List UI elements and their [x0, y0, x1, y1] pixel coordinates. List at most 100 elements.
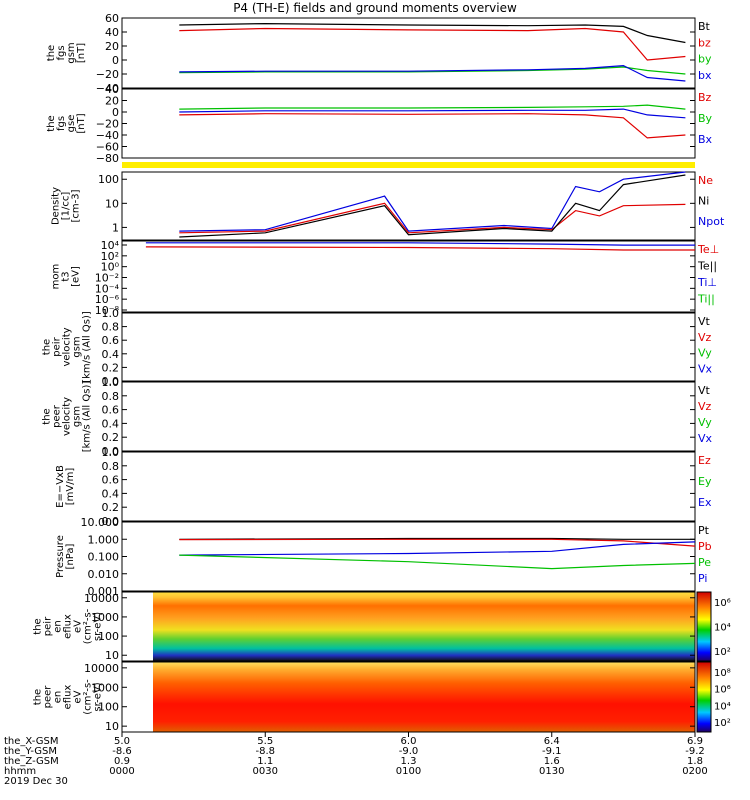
ylabel-line: [1/cc]	[61, 192, 72, 221]
legend-Vt: Vt	[698, 315, 711, 328]
ytick-label: 1	[112, 221, 119, 234]
series-bz-line	[179, 27, 686, 61]
ylabel-line: eflux	[63, 614, 74, 639]
xtick-label-x: 6.0	[401, 736, 417, 747]
series-Ti-line	[145, 242, 695, 246]
colorbar-tick-label: 10⁴	[714, 623, 731, 634]
panel-density: 100 10 1 Density [1/cc] [cm-3] Ne Ni Npot	[51, 171, 725, 241]
colorbar-tick-label: 10²	[714, 718, 731, 729]
fgs_gse-frame	[121, 88, 696, 159]
ytick-label: 0.4	[102, 348, 120, 361]
ytick-label: 40	[105, 26, 119, 39]
legend-Ti: Ti||	[697, 293, 715, 306]
ytick-label: 0.100	[88, 551, 120, 564]
ylabel-line: peir	[52, 336, 63, 356]
ytick-label: 0.4	[102, 487, 120, 500]
legend-Vy: Vy	[698, 416, 712, 429]
ytick-label: 0.0	[102, 445, 120, 458]
ylabel-line: the	[42, 408, 53, 424]
ylabel-line: gsm	[72, 336, 83, 357]
peir_spectrogram-frame	[121, 591, 696, 662]
ytick-label: 1000	[91, 611, 119, 624]
legend-Pb: Pb	[698, 540, 712, 553]
legend-Pi: Pi	[698, 572, 707, 585]
ytick-label: 1000	[91, 681, 119, 694]
ytick-label: −40	[96, 129, 119, 142]
legend-bx: bx	[698, 69, 712, 82]
ylabel-line: en	[53, 620, 64, 633]
ytick-label: 10⁴	[101, 239, 120, 252]
ytick-label: 20	[105, 95, 119, 108]
xtick-label-z: 1.1	[257, 756, 273, 767]
xtick-label-z: 0.9	[114, 756, 130, 767]
panel-peir_spectrogram: 10⁶ 10⁴ 10² 10000 1000 100 10 the peir en eflux eV(…	[33, 591, 731, 662]
series-by-line	[179, 66, 686, 75]
legend-By: By	[698, 112, 713, 125]
colorbar-tick-label: 10²	[714, 647, 731, 658]
colorbar-tick-label: 10⁶	[714, 598, 731, 609]
temperature-frame	[121, 240, 696, 313]
ytick-label: 40	[105, 83, 119, 96]
ylabel-line: sr-eV)	[93, 612, 104, 641]
xtick-label-x: 5.5	[257, 736, 273, 747]
ytick-label: 10⁻⁸	[95, 304, 120, 317]
ytick-label: 0.010	[88, 568, 120, 581]
ytick-label: 10²	[101, 250, 119, 263]
xtick-label-x: 6.4	[544, 736, 560, 747]
ylabel-line: sr-eV)	[93, 682, 104, 711]
ytick-label: 0	[112, 106, 119, 119]
xtick-label-hhmm: 0200	[682, 766, 707, 777]
ytick-label: −20	[96, 68, 119, 81]
fgs_gsm-frame	[121, 17, 696, 89]
xtick-label-z: 1.6	[544, 756, 560, 767]
xtick-label-y: -8.8	[255, 746, 275, 757]
legend-Vx: Vx	[698, 432, 713, 445]
ylabel-line: the	[46, 45, 57, 61]
ytick-label: 10000	[84, 592, 119, 605]
ylabel-line: peer	[52, 404, 63, 428]
page-title: P4 (TH-E) fields and ground moments over…	[233, 1, 517, 15]
ytick-label: 60	[105, 12, 119, 25]
ylabel-line: (cm²-s-	[83, 608, 94, 644]
ytick-label: 100	[98, 173, 119, 186]
ytick-label: 1.0	[102, 376, 120, 389]
ylabel-line: E=−VxB	[55, 465, 66, 508]
ylabel-line: gsm	[66, 42, 77, 63]
xtick-label-hhmm: 0130	[539, 766, 564, 777]
xtick-label-y: -9.1	[542, 746, 562, 757]
legend-Ni: Ni	[698, 195, 709, 208]
colorbar-tick-label: 10⁶	[714, 685, 731, 696]
legend-Npot: Npot	[698, 215, 725, 228]
ytick-label: 0.2	[102, 501, 120, 514]
ylabel-line: [nT]	[76, 43, 87, 63]
ylabel-line: [mV/m]	[65, 468, 76, 506]
ytick-label: 0.6	[102, 474, 120, 487]
ylabel-line: eflux	[63, 685, 74, 710]
ytick-label: 0.4	[102, 417, 120, 430]
time-axis-row-label: hhmm	[4, 766, 36, 777]
legend-Vt: Vt	[698, 384, 711, 397]
xtick-label-y: -8.6	[112, 746, 132, 757]
peer_spectrogram-colorbar	[696, 661, 712, 733]
legend-Ez: Ez	[698, 454, 711, 467]
xtick-label-z: 1.3	[401, 756, 417, 767]
series-Bx-line	[179, 108, 686, 119]
ylabel-line: the	[42, 339, 53, 355]
ylabel-line: gse	[66, 115, 77, 133]
ytick-label: 20	[105, 40, 119, 53]
ytick-label: 10⁻²	[95, 272, 119, 285]
series-Ni-line	[179, 174, 686, 238]
series-Bz-line	[179, 113, 686, 139]
series-Te-line	[145, 246, 695, 251]
ylabel-line: en	[53, 691, 64, 704]
time-axis-row-label: the_Y-GSM	[4, 746, 57, 757]
ytick-label: 1.0	[102, 307, 120, 320]
panel-peer_spectrogram: 10⁸ 10⁶ 10⁴ 10² 10000 1000 100 10 the peer en eflux…	[33, 661, 731, 733]
ylabel-line: [km/s (All Qs)]	[82, 311, 93, 383]
ylabel-line: fgs	[56, 116, 67, 131]
